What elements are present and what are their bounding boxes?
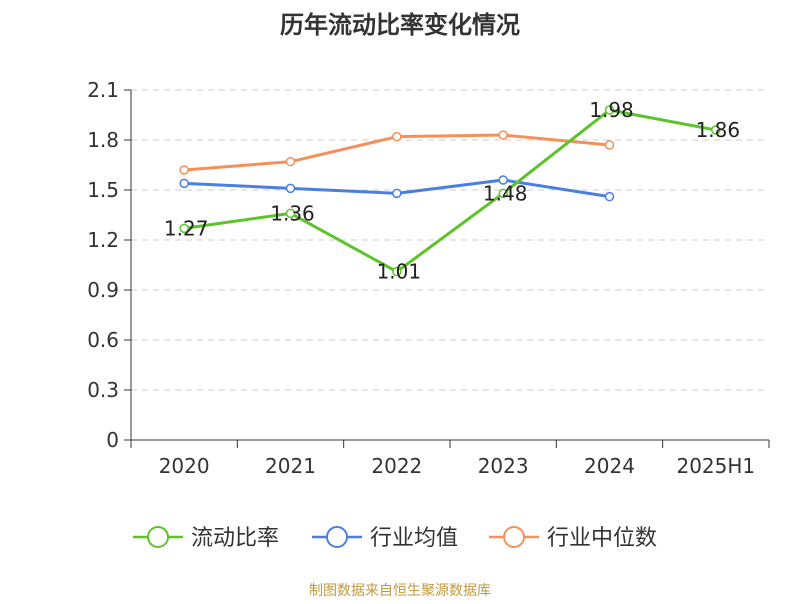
y-tick-label: 0.6 xyxy=(87,328,119,352)
y-tick-label: 0.3 xyxy=(87,378,119,402)
y-tick-label: 1.5 xyxy=(87,178,119,202)
data-point[interactable] xyxy=(179,223,189,234)
data-point[interactable] xyxy=(498,188,508,199)
data-point[interactable] xyxy=(604,105,615,115)
legend-label: 行业中位数 xyxy=(547,526,657,551)
legend-item[interactable]: 流动比率 xyxy=(133,526,279,551)
data-source-note: 制图数据来自恒生聚源数据库 xyxy=(309,583,491,599)
data-label: 1.01 xyxy=(377,260,422,284)
legend-item[interactable]: 行业均值 xyxy=(312,526,458,551)
x-tick-label: 2023 xyxy=(478,454,529,478)
series-layer xyxy=(179,105,721,277)
legend: 流动比率 行业均值 行业中位数 xyxy=(133,526,657,551)
data-point[interactable] xyxy=(392,188,402,199)
x-tick-label: 2021 xyxy=(265,454,316,478)
x-tick-label: 2020 xyxy=(159,454,210,478)
legend-label: 行业均值 xyxy=(370,526,458,551)
axis-layer: 0 0.3 0.6 0.9 1.2 1.5 1.8 2.1 2020 2021 2022 2023 20… xyxy=(87,78,770,478)
series-1 xyxy=(179,105,721,277)
data-point[interactable] xyxy=(392,131,402,142)
data-point[interactable] xyxy=(285,156,296,167)
data-label: 1.27 xyxy=(164,216,209,240)
data-point[interactable] xyxy=(285,208,296,219)
data-point[interactable] xyxy=(285,183,296,194)
data-point[interactable] xyxy=(604,191,615,202)
y-tick-label: 1.8 xyxy=(87,128,119,152)
legend-marker xyxy=(503,526,525,548)
data-point[interactable] xyxy=(604,140,615,150)
data-point[interactable] xyxy=(392,266,402,277)
legend-item[interactable]: 行业中位数 xyxy=(489,526,657,551)
grid-layer xyxy=(131,89,769,391)
data-label: 1.98 xyxy=(589,98,634,122)
chart-title: 历年流动比率变化情况 xyxy=(280,11,520,39)
data-point[interactable] xyxy=(179,165,189,175)
data-label-layer: 1.27 1.36 1.01 1.48 1.98 1.86 xyxy=(164,98,740,284)
y-tick-label: 1.2 xyxy=(87,228,119,252)
data-label: 1.86 xyxy=(696,118,741,142)
series-3 xyxy=(179,130,615,175)
series-2 xyxy=(179,175,615,202)
x-tick-label: 2025H1 xyxy=(676,454,755,478)
data-label: 1.36 xyxy=(270,201,315,225)
legend-marker xyxy=(326,526,348,548)
x-tick-label: 2022 xyxy=(371,454,422,478)
data-point[interactable] xyxy=(498,130,508,140)
legend-marker xyxy=(147,526,169,548)
data-label: 1.48 xyxy=(483,181,528,205)
y-tick-label: 0 xyxy=(106,428,119,452)
y-tick-label: 0.9 xyxy=(87,278,119,302)
legend-label: 流动比率 xyxy=(191,526,279,551)
data-point[interactable] xyxy=(711,125,721,135)
y-tick-label: 2.1 xyxy=(87,78,119,102)
data-point[interactable] xyxy=(498,175,508,185)
x-tick-label: 2024 xyxy=(584,454,635,478)
data-point[interactable] xyxy=(179,178,189,189)
series-line xyxy=(182,108,718,274)
